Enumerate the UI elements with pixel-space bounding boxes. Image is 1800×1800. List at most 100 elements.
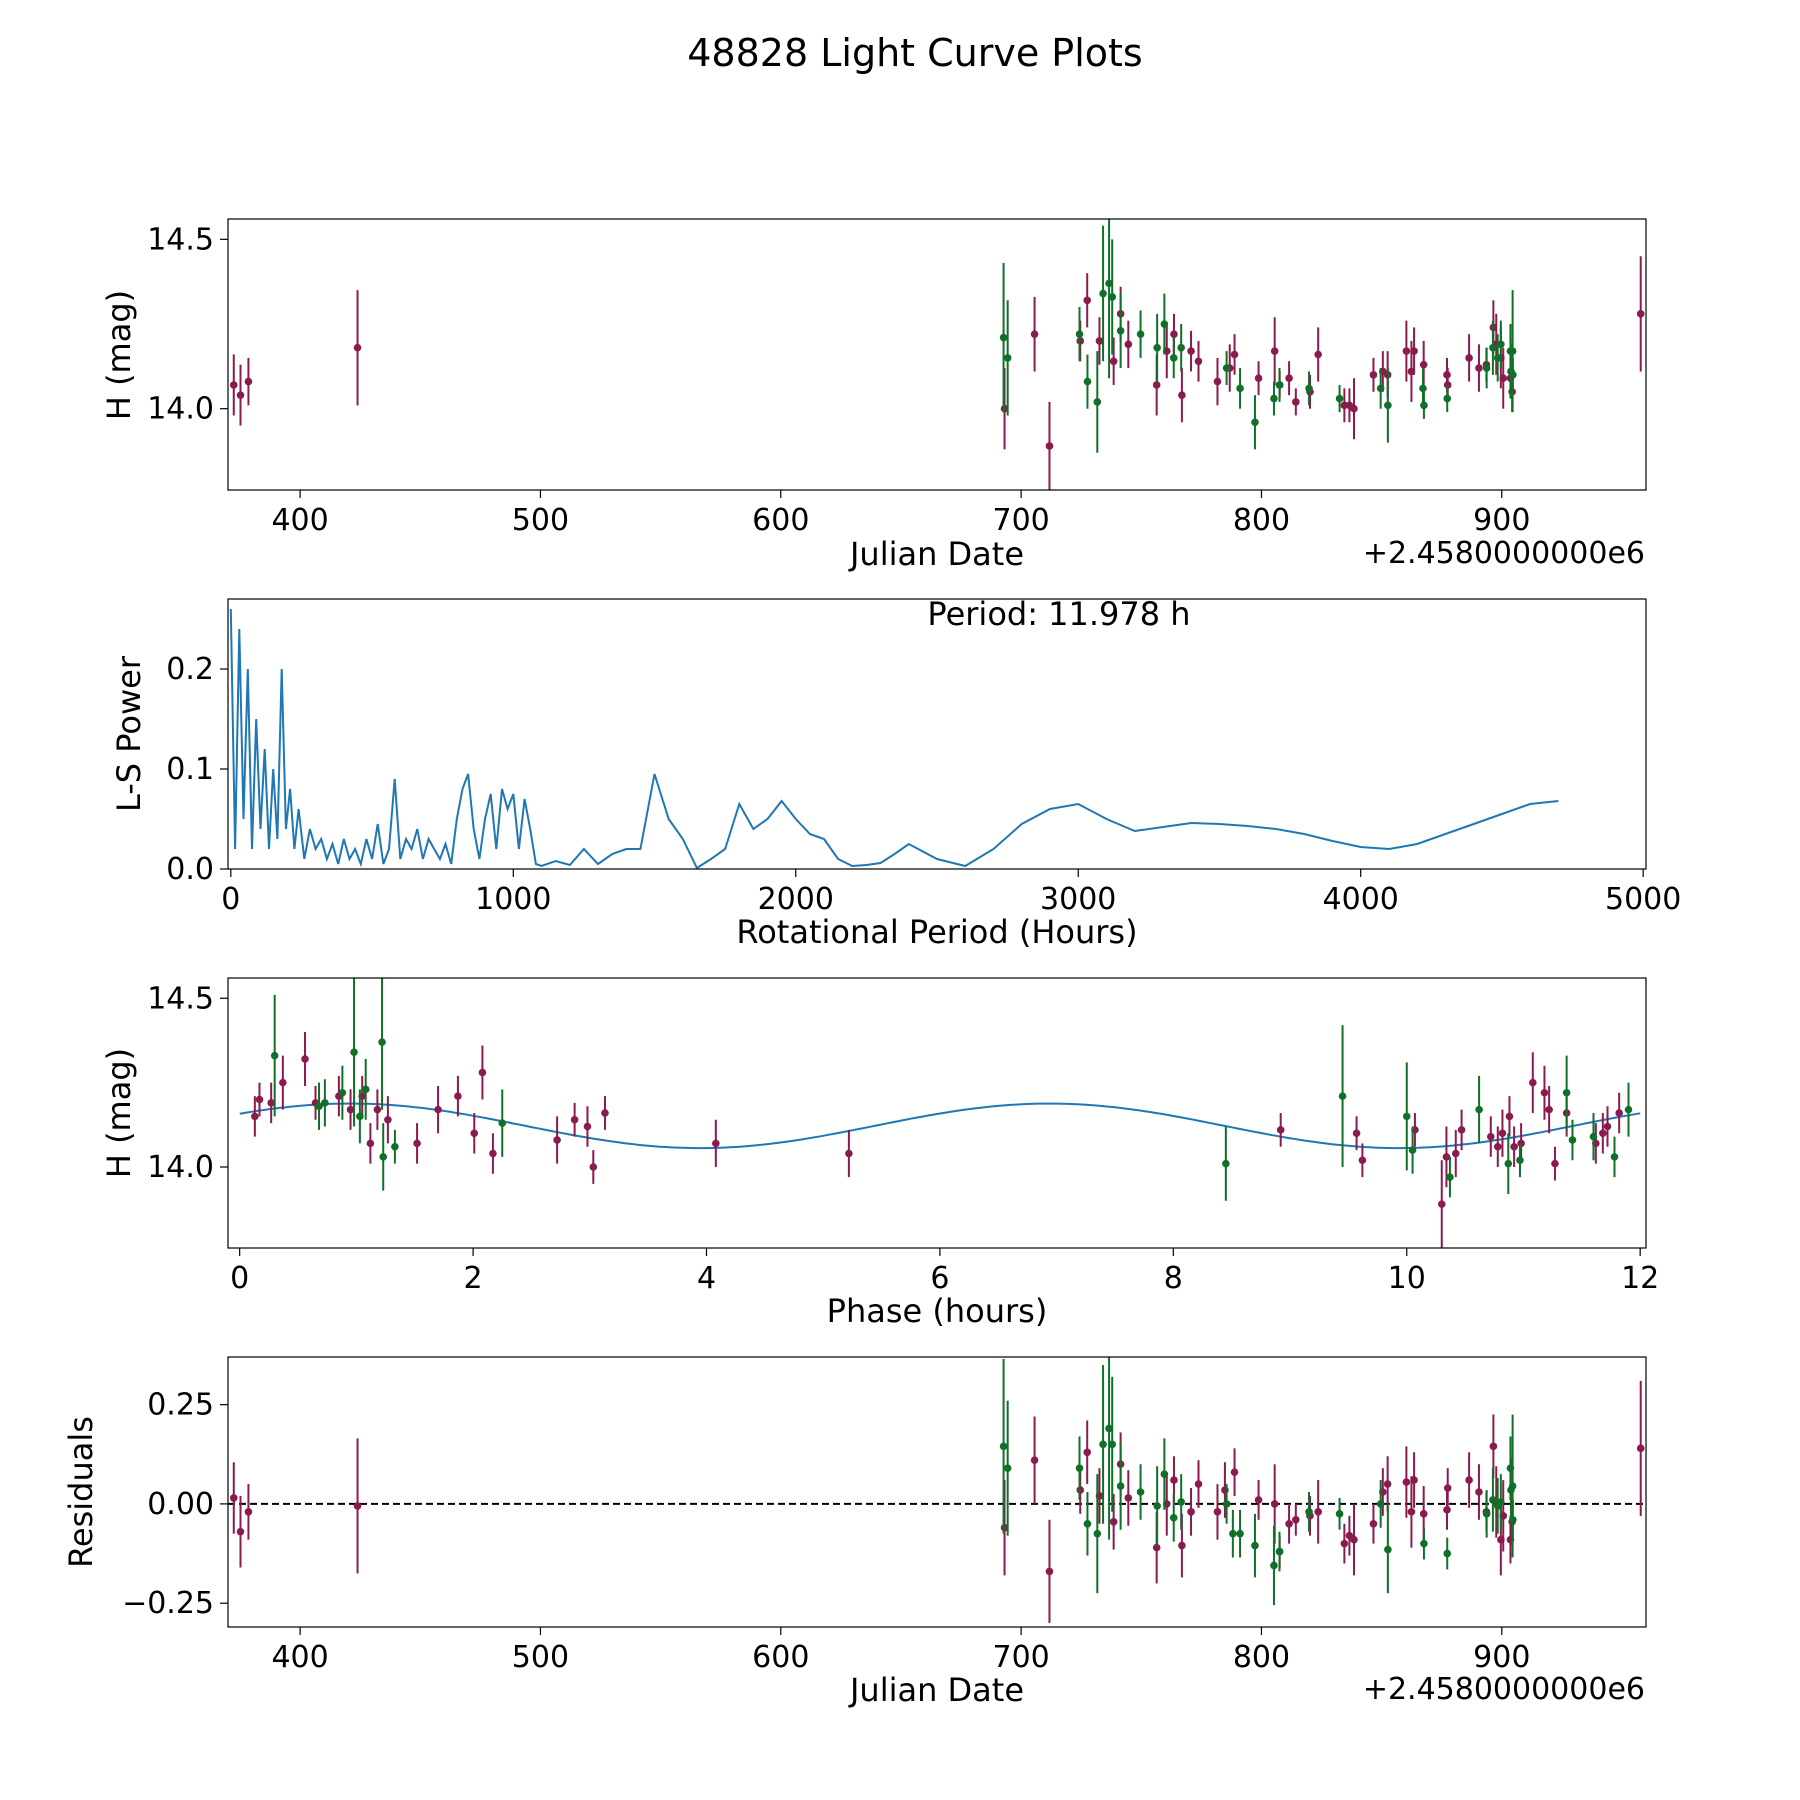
- residual-point-a: [1402, 1478, 1411, 1486]
- periodogram-axes-frame: [227, 598, 1647, 870]
- lightcurve-point-a: [1230, 350, 1239, 359]
- lightcurve-point-a: [353, 343, 362, 352]
- phased-point-a: [267, 1099, 275, 1107]
- periodogram-series-line: [229, 608, 1559, 869]
- phased-point-a: [1510, 1142, 1518, 1151]
- lightcurve-xtick-label: 600: [752, 503, 809, 538]
- phased-point-a: [434, 1105, 442, 1114]
- phased-point-a: [1615, 1109, 1623, 1117]
- lightcurve-point-a: [1030, 330, 1039, 338]
- phased-point-b: [321, 1099, 329, 1107]
- lightcurve-point-a: [1292, 398, 1300, 406]
- lightcurve-point-b: [1270, 394, 1278, 403]
- phased-point-a: [553, 1136, 561, 1144]
- residual-point-b: [1270, 1561, 1278, 1570]
- lightcurve-point-b: [1493, 354, 1502, 362]
- residual-point-a: [1213, 1508, 1222, 1516]
- residual-point-a: [1383, 1480, 1392, 1488]
- lightcurve-point-a: [1285, 374, 1293, 383]
- residuals-xtick-label: 600: [752, 1640, 809, 1675]
- residuals-offset-text: +2.4580000000e6: [1363, 1672, 1645, 1707]
- phased-point-b: [1589, 1132, 1598, 1141]
- lightcurve-point-b: [1497, 340, 1505, 349]
- residual-point-b: [1229, 1529, 1237, 1538]
- phased-point-a: [1517, 1139, 1525, 1148]
- lightcurve-ytick-label: 14.0: [147, 392, 214, 427]
- phased-ytick-label: 14.0: [147, 1150, 214, 1185]
- residual-point-b: [1236, 1529, 1244, 1538]
- phased-point-b: [1562, 1088, 1571, 1097]
- lightcurve-point-a: [1369, 371, 1378, 379]
- residual-point-b: [1497, 1498, 1505, 1506]
- residual-point-b: [1093, 1529, 1102, 1538]
- residual-point-b: [1003, 1464, 1012, 1472]
- periodogram-xtick-label: 2000: [758, 882, 834, 917]
- residual-point-b: [1105, 1424, 1113, 1433]
- lightcurve-point-a: [1350, 404, 1358, 413]
- residual-point-b: [1136, 1488, 1145, 1496]
- residual-point-b: [1420, 1539, 1428, 1548]
- residual-points: [228, 1357, 1646, 1624]
- residual-point-a: [1124, 1494, 1133, 1502]
- phased-point-b: [1402, 1112, 1411, 1121]
- residual-point-a: [1187, 1508, 1195, 1516]
- lightcurve-point-b: [1275, 381, 1284, 389]
- period-annotation: Period: 11.978 h: [927, 595, 1190, 633]
- periodogram-xlabel: Rotational Period (Hours): [736, 913, 1137, 951]
- lightcurve-point-a: [1254, 374, 1263, 383]
- phased-point-b: [1516, 1156, 1524, 1165]
- phased-point-a: [1358, 1156, 1367, 1165]
- residuals-ytick-label: −0.25: [122, 1586, 214, 1621]
- phased-point-a: [373, 1105, 382, 1114]
- lightcurve-point-b: [1384, 401, 1392, 410]
- residual-point-b: [1083, 1519, 1092, 1528]
- lightcurve-point-b: [1482, 364, 1491, 372]
- periodogram-ylabel: L-S Power: [110, 655, 148, 812]
- residuals-xtick-label: 700: [992, 1640, 1049, 1675]
- phased-xtick-label: 12: [1621, 1261, 1659, 1296]
- residual-point-a: [1410, 1476, 1418, 1484]
- lightcurve-points: [229, 219, 1645, 490]
- phased-point-a: [1540, 1088, 1549, 1097]
- phased-point-a: [1276, 1126, 1285, 1134]
- phased-xtick-label: 8: [1164, 1261, 1183, 1296]
- phased-point-a: [1442, 1153, 1451, 1161]
- phased-point-b: [1568, 1136, 1577, 1144]
- phased-point-a: [454, 1092, 462, 1100]
- lightcurve-point-a: [1443, 371, 1451, 379]
- lightcurve-point-b: [1376, 384, 1385, 393]
- phased-point-a: [712, 1139, 720, 1148]
- lightcurve-point-b: [999, 333, 1008, 342]
- residual-point-b: [1335, 1510, 1344, 1518]
- residuals-xtick-label: 800: [1233, 1640, 1290, 1675]
- lightcurve-point-b: [1116, 326, 1125, 335]
- phased-point-b: [391, 1142, 399, 1151]
- residual-point-a: [1109, 1517, 1118, 1526]
- phased-point-a: [589, 1163, 598, 1171]
- lightcurve-point-a: [1124, 340, 1133, 349]
- phased-point-b: [498, 1119, 507, 1127]
- phased-axes-frame: [227, 977, 1647, 1249]
- residual-point-b: [1443, 1549, 1452, 1558]
- lightcurve-offset-text: +2.4580000000e6: [1363, 536, 1645, 571]
- lightcurve-point-b: [1083, 377, 1092, 386]
- lightcurve-point-b: [1305, 384, 1313, 393]
- lightcurve-point-a: [1314, 350, 1322, 359]
- phased-xtick-label: 2: [464, 1261, 483, 1296]
- residual-point-a: [1465, 1476, 1473, 1484]
- phased-xtick-label: 4: [697, 1261, 716, 1296]
- periodogram-xtick-label: 4000: [1323, 882, 1399, 917]
- periodogram-ytick-label: 0.2: [166, 652, 214, 687]
- lightcurve-point-b: [1093, 398, 1102, 406]
- lightcurve-point-b: [1099, 289, 1107, 298]
- phased-point-b: [1475, 1105, 1483, 1114]
- phased-point-b: [356, 1112, 364, 1121]
- residual-point-a: [236, 1527, 245, 1536]
- phased-point-b: [1446, 1173, 1454, 1181]
- lightcurve-ylabel: H (mag): [100, 290, 138, 420]
- residual-point-a: [1350, 1535, 1358, 1544]
- periodogram-xtick-label: 5000: [1605, 882, 1681, 917]
- lightcurve-point-a: [1170, 330, 1178, 338]
- lightcurve-point-a: [1045, 442, 1054, 450]
- phased-point-a: [1505, 1112, 1514, 1121]
